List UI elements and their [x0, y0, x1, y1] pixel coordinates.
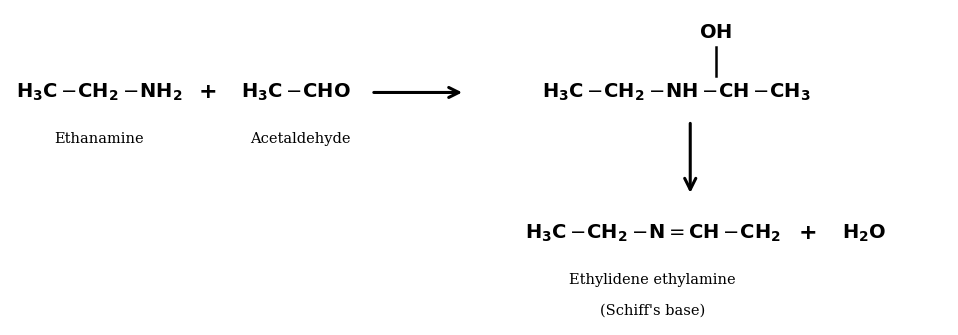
Text: Ethanamine: Ethanamine	[54, 132, 144, 146]
Text: $\mathbf{+}$: $\mathbf{+}$	[197, 81, 216, 104]
Text: Acetaldehyde: Acetaldehyde	[250, 132, 351, 146]
Text: $\mathbf{+}$: $\mathbf{+}$	[798, 222, 817, 244]
Text: $\mathbf{H_3C}-\!\mathbf{CHO}$: $\mathbf{H_3C}-\!\mathbf{CHO}$	[241, 82, 351, 103]
Text: $\mathbf{H_3C}-\!\mathbf{CH_2}-\!\mathbf{N}{=}\mathbf{CH}-\!\mathbf{CH_2}$: $\mathbf{H_3C}-\!\mathbf{CH_2}-\!\mathbf…	[525, 222, 781, 244]
Text: $\mathbf{H_3C}-\!\mathbf{CH_2}-\!\mathbf{NH_2}$: $\mathbf{H_3C}-\!\mathbf{CH_2}-\!\mathbf…	[15, 82, 182, 103]
Text: $\mathbf{H_2O}$: $\mathbf{H_2O}$	[842, 222, 886, 244]
Text: $\mathbf{H_3C}-\!\mathbf{CH_2}-\!\mathbf{NH}-\!\mathbf{CH}-\!\mathbf{CH_3}$: $\mathbf{H_3C}-\!\mathbf{CH_2}-\!\mathbf…	[541, 82, 810, 103]
Text: $\mathbf{OH}$: $\mathbf{OH}$	[699, 24, 732, 42]
Text: Ethylidene ethylamine: Ethylidene ethylamine	[569, 273, 736, 287]
Text: (Schiff's base): (Schiff's base)	[600, 304, 705, 318]
